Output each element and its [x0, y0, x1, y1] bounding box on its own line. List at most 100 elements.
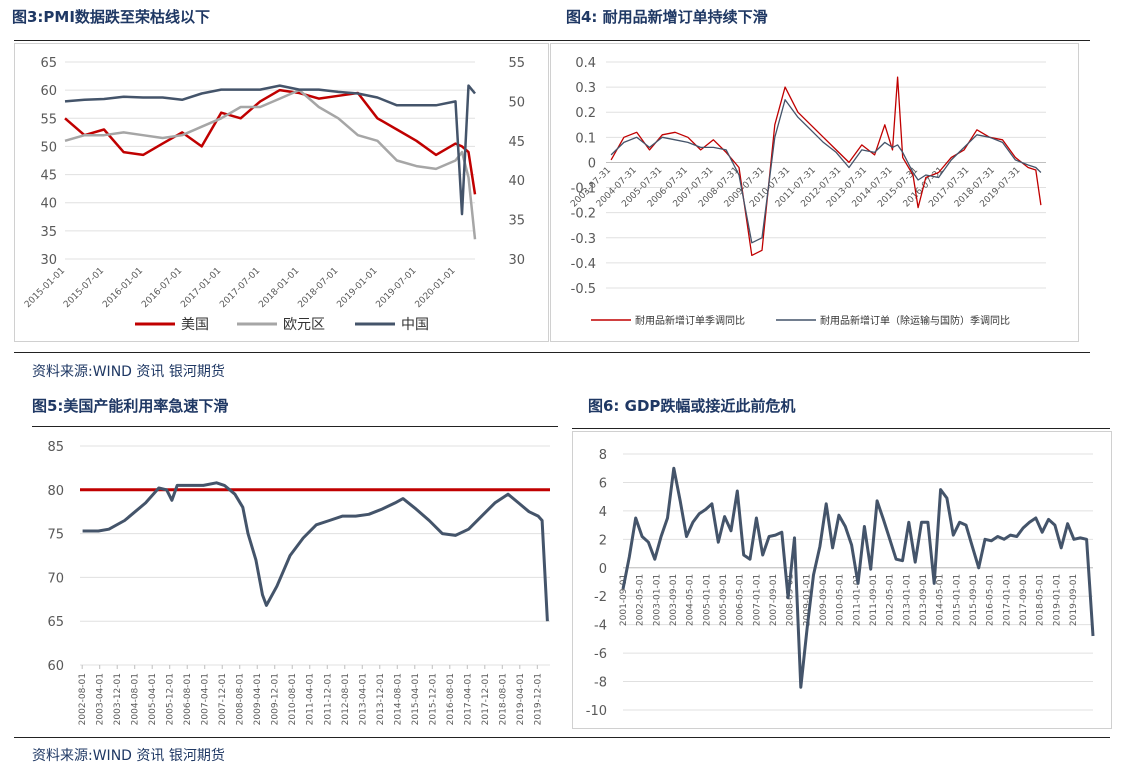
fig5-x-tick-label: 2003-04-01	[96, 673, 106, 725]
fig5-x-tick-label: 2009-12-01	[271, 673, 281, 725]
fig3-chart: 30354045505560653035404550552015-01-0120…	[23, 56, 525, 333]
fig6-x-tick-label: 2010-05-01	[836, 574, 846, 626]
fig3-y2-tick-label: 45	[508, 135, 525, 150]
fig5-x-tick-label: 2016-08-01	[446, 673, 456, 725]
fig6-y-tick-label: 6	[599, 476, 607, 491]
fig3-y2-tick-label: 55	[508, 56, 525, 71]
fig5-x-tick-label: 2004-08-01	[131, 673, 141, 725]
fig4-y-tick-label: -0.5	[571, 282, 596, 297]
fig6-x-tick-label: 2011-09-01	[869, 574, 879, 626]
fig6-y-tick-label: 2	[599, 533, 607, 548]
fig6-x-tick-label: 2017-09-01	[1019, 574, 1029, 626]
fig3-y2-tick-label: 50	[508, 95, 525, 110]
fig3-legend-label: 中国	[401, 317, 429, 333]
fig5-chart: 60 65 70 75 80 85 2002-08-01 2003-04-01 2003-12-…	[47, 440, 550, 725]
fig3-y-tick-label: 60	[40, 84, 57, 99]
fig4-legend-label: 耐用品新增订单（除运输与国防）季调同比	[820, 314, 1010, 327]
fig3-x-tick-label: 2017-07-01	[218, 266, 262, 310]
fig5-y-tick-label: 80	[47, 484, 64, 499]
fig5-y-tick-label: 60	[47, 659, 64, 674]
fig6-title: 图6: GDP跌幅或接近此前危机	[588, 397, 796, 415]
fig4-chart: -0.5-0.4-0.3-0.2-0.100.10.20.30.42003-07…	[569, 56, 1046, 327]
fig3-y-tick-label: 65	[40, 56, 57, 71]
fig6-x-tick-label: 2012-05-01	[886, 574, 896, 626]
fig6-x-tick-label: 2014-05-01	[936, 574, 946, 626]
fig3-x-tick-label: 2015-07-01	[62, 266, 106, 310]
fig6-y-tick-label: 4	[599, 505, 607, 520]
fig4-y-tick-label: 0.3	[575, 81, 596, 96]
fig3-y2-tick-label: 40	[508, 174, 525, 189]
fig6-x-tick-label: 2015-01-01	[952, 574, 962, 626]
fig6-y-tick-label: 8	[599, 448, 607, 463]
fig6-x-tick-label: 2006-05-01	[736, 574, 746, 626]
bottom-rule	[14, 737, 1110, 738]
fig6-x-tick-label: 2009-09-01	[819, 574, 829, 626]
fig5-x-tick-label: 2014-08-01	[393, 673, 403, 725]
fig3-series-line-2	[64, 84, 476, 216]
fig5-series-line-0	[82, 481, 549, 622]
fig6-x-tick-label: 2013-09-01	[919, 574, 929, 626]
fig6-x-tick-label: 2005-09-01	[719, 574, 729, 626]
fig4-y-tick-label: -0.3	[571, 232, 596, 247]
fig3-y-tick-label: 30	[40, 253, 57, 268]
fig3-x-tick-label: 2018-07-01	[296, 266, 340, 310]
fig5-x-tick-label: 2015-04-01	[411, 673, 421, 725]
fig5-x-tick-label: 2008-08-01	[236, 673, 246, 725]
fig4-y-tick-label: 0.2	[575, 106, 596, 121]
fig5-x-tick-label: 2013-04-01	[358, 673, 368, 725]
fig6-y-tick-label: 0	[599, 562, 607, 577]
fig5-x-tick-label: 2019-04-01	[516, 673, 526, 725]
fig3-y-tick-label: 40	[40, 197, 57, 212]
fig5-x-tick-label: 2002-08-01	[78, 673, 88, 725]
fig6-rule	[572, 428, 1110, 429]
fig4-panel: -0.5 -0.4 -0.3 -0.2 -0.1 0 0.1 0.2 0.3 0.4 2003-07…	[550, 43, 1079, 342]
fig3-x-tick-label: 2019-07-01	[374, 266, 418, 310]
fig3-y-tick-label: 50	[40, 140, 57, 155]
fig3-y-tick-label: 45	[40, 169, 57, 184]
fig3-legend-label: 美国	[181, 317, 209, 333]
fig5-x-tick-label: 2005-12-01	[166, 673, 176, 725]
fig6-x-tick-label: 2015-09-01	[969, 574, 979, 626]
source-note-bottom: 资料来源:WIND 资讯 银河期货	[32, 748, 225, 764]
fig4-y-tick-label: -0.4	[571, 257, 596, 272]
fig3-y2-tick-label: 30	[508, 253, 525, 268]
fig6-panel: -10 -8 -6 -4 -2 0 2 4 6 8 2001-09-01 2002-05-01 2003…	[572, 431, 1112, 729]
fig6-x-tick-label: 2007-09-01	[769, 574, 779, 626]
top-rule	[14, 40, 1090, 41]
fig3-x-tick-label: 2019-01-01	[335, 266, 379, 310]
fig5-x-tick-label: 2019-12-01	[533, 673, 543, 725]
fig5-title: 图5:美国产能利用率急速下滑	[32, 397, 229, 415]
fig3-series-line-0	[64, 88, 477, 195]
fig4-y-tick-label: 0	[588, 156, 596, 171]
fig6-x-tick-label: 2002-05-01	[636, 574, 646, 626]
fig5-y-tick-label: 75	[47, 528, 64, 543]
fig6-chart: -10 -8 -6 -4 -2 0 2 4 6 8 2001-09-01 2002-05-01 2003…	[586, 448, 1095, 719]
fig3-x-tick-label: 2020-01-01	[414, 266, 458, 310]
fig4-y-tick-label: 0.1	[575, 131, 596, 146]
fig6-y-tick-label: -8	[594, 676, 607, 691]
fig5-y-tick-label: 70	[47, 571, 64, 586]
fig5-x-tick-label: 2005-04-01	[148, 673, 158, 725]
fig5-x-tick-label: 2007-04-01	[201, 673, 211, 725]
fig3-x-tick-label: 2016-07-01	[140, 266, 184, 310]
fig5-x-tick-label: 2017-12-01	[481, 673, 491, 725]
fig6-x-tick-label: 2013-01-01	[902, 574, 912, 626]
fig5-x-tick-label: 2017-04-01	[463, 673, 473, 725]
fig5-x-tick-label: 2015-12-01	[428, 673, 438, 725]
fig6-y-tick-label: -2	[594, 590, 607, 605]
fig6-x-tick-label: 2001-09-01	[619, 574, 629, 626]
fig5-x-tick-label: 2013-12-01	[376, 673, 386, 725]
fig6-y-tick-label: -10	[586, 704, 607, 719]
fig5-y-tick-label: 65	[47, 615, 64, 630]
fig6-y-tick-label: -6	[594, 647, 607, 662]
fig3-panel: 30 35 40 45 50 55 60 65 30 35 40 45 50 55 2015-01-01 20…	[14, 43, 549, 342]
fig6-x-tick-label: 2019-01-01	[1052, 574, 1062, 626]
fig5-x-tick-label: 2009-04-01	[253, 673, 263, 725]
fig5-x-tick-label: 2007-12-01	[218, 673, 228, 725]
fig6-x-tick-label: 2005-01-01	[702, 574, 712, 626]
fig4-title: 图4: 耐用品新增订单持续下滑	[566, 8, 768, 26]
fig3-legend-label: 欧元区	[283, 317, 325, 333]
fig5-x-tick-label: 2011-12-01	[323, 673, 333, 725]
fig5-x-tick-label: 2012-08-01	[341, 673, 351, 725]
fig6-x-tick-label: 2003-01-01	[652, 574, 662, 626]
